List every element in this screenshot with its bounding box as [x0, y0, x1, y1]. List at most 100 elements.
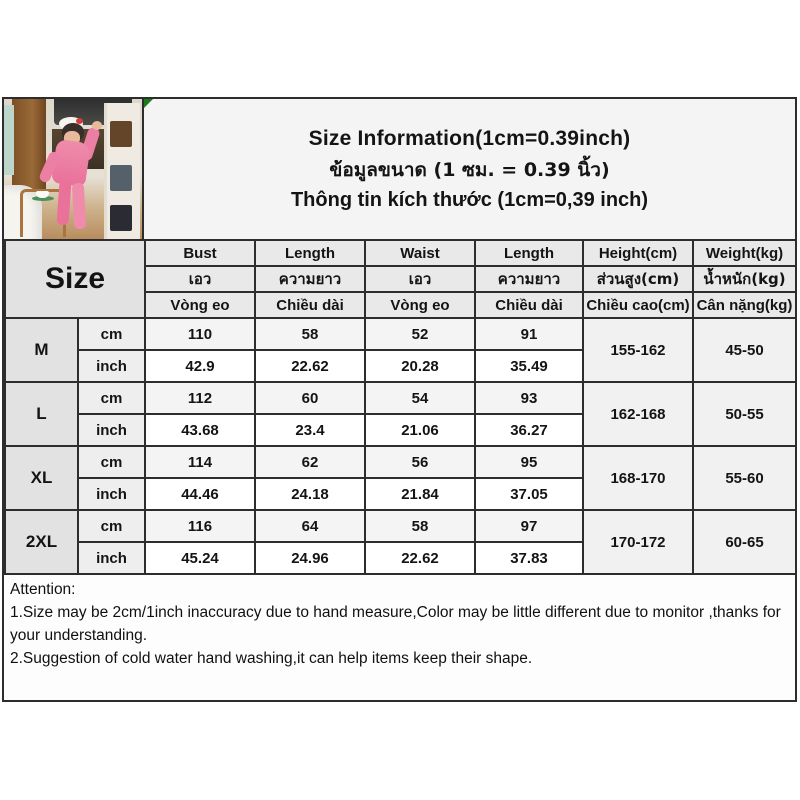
column-header-length-vi: Chiều dài	[254, 291, 366, 319]
column-header-waist-vi: Vòng eo	[364, 291, 476, 319]
column-header-length2: Length	[474, 239, 584, 267]
attention-notes: Attention: 1.Size may be 2cm/1inch inacc…	[4, 575, 795, 700]
m-length-inch: 22.62	[254, 349, 366, 383]
m-bust-inch: 42.9	[144, 349, 256, 383]
column-header-length-th: ความยาว	[254, 265, 366, 293]
pajama-pant-leg	[71, 182, 87, 230]
m-weight-range: 45-50	[692, 317, 797, 383]
size-label-2xl: 2XL	[4, 509, 79, 575]
2xl-weight-range: 60-65	[692, 509, 797, 575]
size-table: Size Bust Length Waist Length Height(cm)…	[4, 239, 797, 575]
column-header-weight-th: น้ำหนัก(kg)	[692, 265, 797, 293]
model-in-pink-pajamas	[37, 117, 116, 237]
table-row-m-inch: inch 42.9 22.62 20.28 35.49	[5, 349, 796, 383]
column-header-height-vi: Chiều cao(cm)	[582, 291, 694, 319]
m-length2-cm: 91	[474, 317, 584, 351]
content-frame: Size Information(1cm=0.39inch) ข้อมูลขนา…	[2, 97, 797, 702]
unit-label-cm: cm	[77, 317, 146, 351]
xl-waist-cm: 56	[364, 445, 476, 479]
column-header-weight: Weight(kg)	[692, 239, 797, 267]
m-bust-cm: 110	[144, 317, 256, 351]
xl-weight-range: 55-60	[692, 445, 797, 511]
2xl-bust-cm: 116	[144, 509, 256, 543]
unit-label-cm: cm	[77, 381, 146, 415]
column-header-length: Length	[254, 239, 366, 267]
xl-waist-inch: 21.84	[364, 477, 476, 511]
2xl-length-inch: 24.96	[254, 541, 366, 575]
header-row-english: Size Bust Length Waist Length Height(cm)…	[4, 239, 797, 319]
2xl-bust-inch: 45.24	[144, 541, 256, 575]
column-header-length2-vi: Chiều dài	[474, 291, 584, 319]
l-bust-inch: 43.68	[144, 413, 256, 447]
table-row-l-inch: inch 43.68 23.4 21.06 36.27	[5, 413, 796, 447]
title-block: Size Information(1cm=0.39inch) ข้อมูลขนา…	[144, 99, 795, 239]
pajama-pant-leg	[56, 180, 72, 226]
size-label-l: L	[4, 381, 79, 447]
table-row-2xl-cm: 2XL cm 116 64 58 97 170-172 60-65	[4, 509, 797, 575]
m-waist-inch: 20.28	[364, 349, 476, 383]
shelf-unit	[104, 103, 140, 239]
attention-line-1: 1.Size may be 2cm/1inch inaccuracy due t…	[10, 604, 781, 644]
m-waist-cm: 52	[364, 317, 476, 351]
l-waist-inch: 21.06	[364, 413, 476, 447]
table-row-xl-cm: XL cm 114 62 56 95 168-170 55-60	[4, 445, 797, 511]
column-header-waist: Waist	[364, 239, 476, 267]
xl-bust-inch: 44.46	[144, 477, 256, 511]
header-row-vietnamese: Vòng eo Chiều dài Vòng eo Chiều dài Chiề…	[5, 291, 797, 319]
attention-line-2: 2.Suggestion of cold water hand washing,…	[10, 650, 533, 667]
column-header-weight-vi: Cân nặng(kg)	[692, 291, 797, 319]
2xl-waist-inch: 22.62	[364, 541, 476, 575]
cup	[36, 191, 49, 198]
xl-length2-cm: 95	[474, 445, 584, 479]
2xl-length-cm: 64	[254, 509, 366, 543]
column-header-bust-vi: Vòng eo	[144, 291, 256, 319]
top-row: Size Information(1cm=0.39inch) ข้อมูลขนา…	[4, 99, 795, 239]
m-length2-inch: 35.49	[474, 349, 584, 383]
m-length-cm: 58	[254, 317, 366, 351]
title-english: Size Information(1cm=0.39inch)	[308, 126, 631, 150]
size-label-m: M	[4, 317, 79, 383]
table-row-l-cm: L cm 112 60 54 93 162-168 50-55	[4, 381, 797, 447]
xl-length-cm: 62	[254, 445, 366, 479]
header-row-thai: เอว ความยาว เอว ความยาว ส่วนสูง(cm) น้ำห…	[5, 265, 797, 293]
column-header-height-th: ส่วนสูง(cm)	[582, 265, 694, 293]
shelf-cubby	[110, 165, 132, 191]
l-length-cm: 60	[254, 381, 366, 415]
unit-label-inch: inch	[77, 413, 146, 447]
saucer	[32, 196, 54, 201]
l-bust-cm: 112	[144, 381, 256, 415]
shelf-cubby	[110, 121, 132, 147]
size-header-cell: Size	[4, 239, 146, 319]
table-row-xl-inch: inch 44.46 24.18 21.84 37.05	[5, 477, 796, 511]
sleep-mask-bow	[76, 118, 83, 124]
attention-heading: Attention:	[10, 581, 76, 598]
column-header-bust-th: เอว	[144, 265, 256, 293]
product-photo	[4, 99, 144, 239]
unit-label-cm: cm	[77, 509, 146, 543]
l-length-inch: 23.4	[254, 413, 366, 447]
size-label-xl: XL	[4, 445, 79, 511]
xl-length-inch: 24.18	[254, 477, 366, 511]
xl-length2-inch: 37.05	[474, 477, 584, 511]
green-corner-marker	[144, 99, 153, 108]
l-height-range: 162-168	[582, 381, 694, 447]
xl-bust-cm: 114	[144, 445, 256, 479]
column-header-length2-th: ความยาว	[474, 265, 584, 293]
unit-label-cm: cm	[77, 445, 146, 479]
table-row-2xl-inch: inch 45.24 24.96 22.62 37.83	[5, 541, 796, 575]
xl-height-range: 168-170	[582, 445, 694, 511]
2xl-waist-cm: 58	[364, 509, 476, 543]
table-row-m-cm: M cm 110 58 52 91 155-162 45-50	[4, 317, 797, 383]
l-length2-cm: 93	[474, 381, 584, 415]
glass-door	[4, 105, 14, 175]
2xl-length2-inch: 37.83	[474, 541, 584, 575]
title-thai: ข้อมูลขนาด (1 ซม. = 0.39 นิ้ว)	[329, 158, 610, 181]
teacup	[32, 191, 54, 201]
title-vietnamese: Thông tin kích thước (1cm=0,39 inch)	[290, 188, 649, 211]
l-waist-cm: 54	[364, 381, 476, 415]
unit-label-inch: inch	[77, 477, 146, 511]
unit-label-inch: inch	[77, 541, 146, 575]
column-header-bust: Bust	[144, 239, 256, 267]
m-height-range: 155-162	[582, 317, 694, 383]
